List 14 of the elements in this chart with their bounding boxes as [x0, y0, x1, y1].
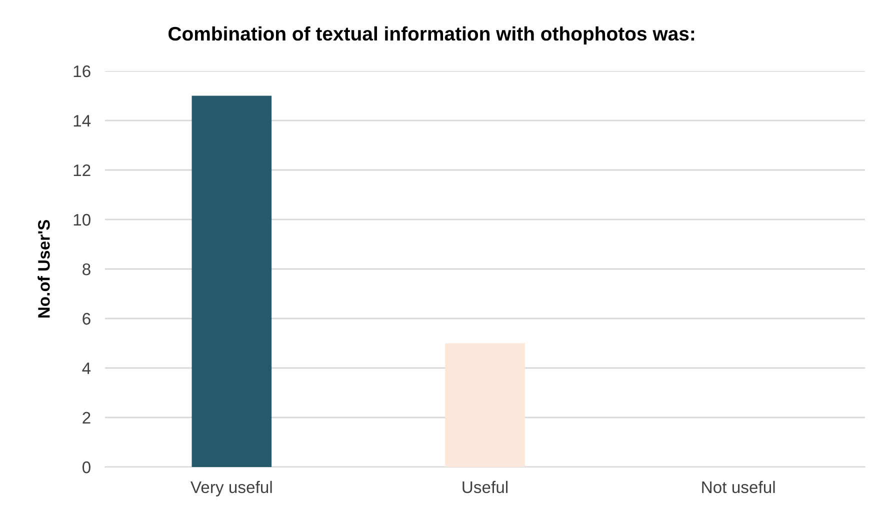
y-tick-label: 2	[82, 412, 90, 424]
y-tick-label: 0	[82, 461, 90, 474]
x-tick-label: Useful	[462, 480, 508, 494]
y-tick-label: 16	[74, 65, 90, 78]
y-tick-label: 14	[74, 115, 91, 127]
y-tick-label: 10	[74, 214, 90, 226]
y-tick-label: 6	[82, 312, 90, 325]
y-tick-label: 4	[82, 362, 91, 374]
x-tick-label: Not useful	[702, 480, 775, 494]
y-tick-label: 8	[82, 263, 90, 276]
x-tick-label: Very useful	[190, 480, 272, 496]
y-axis-title: No.of User'S	[38, 220, 50, 318]
chart-title: Combination of textual information with othophotos was:	[168, 26, 694, 44]
y-tick-label: 12	[74, 164, 90, 176]
